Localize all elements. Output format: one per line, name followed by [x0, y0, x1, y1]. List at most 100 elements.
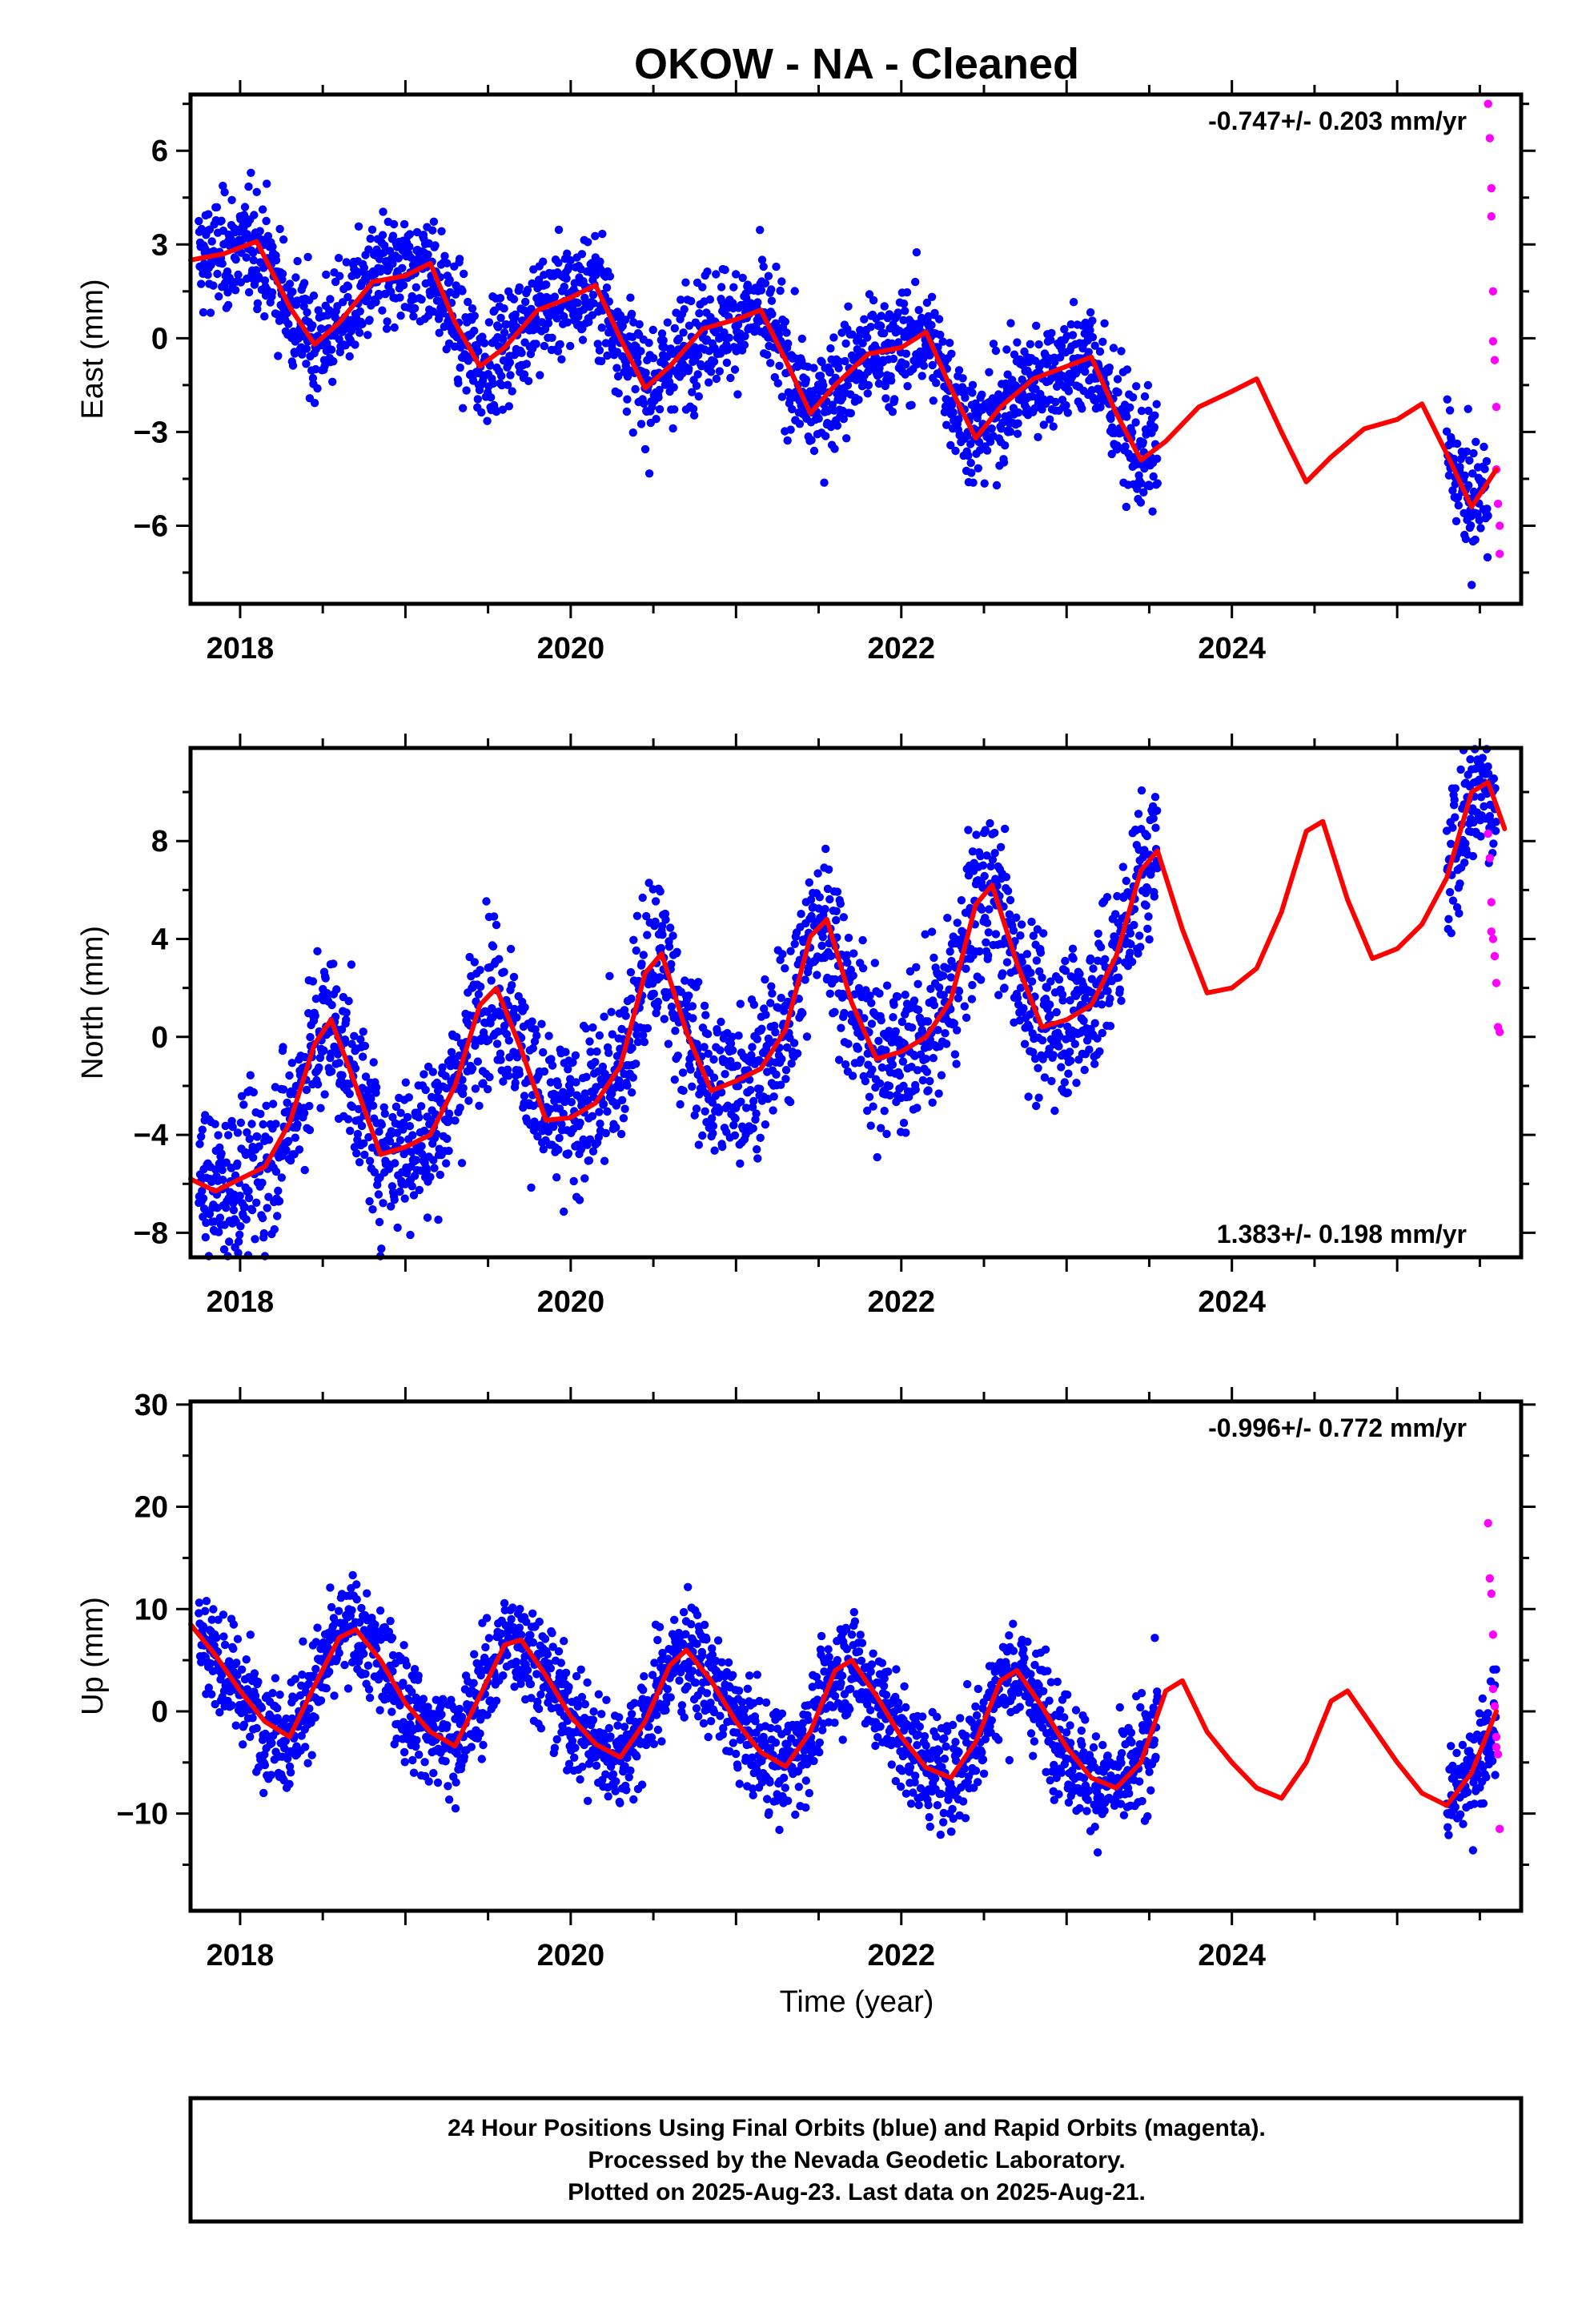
north-final-point — [353, 1129, 363, 1139]
north-final-point — [912, 963, 921, 972]
east-final-point — [1480, 442, 1488, 452]
east-final-point — [946, 440, 955, 450]
east-final-point — [936, 330, 945, 340]
east-final-point — [834, 364, 843, 372]
north-final-point — [588, 1112, 597, 1121]
east-final-point — [709, 357, 719, 366]
north-final-point — [962, 1013, 971, 1023]
north-final-point — [371, 1083, 381, 1092]
north-final-point — [1118, 862, 1128, 871]
north-final-point — [323, 989, 331, 998]
north-final-point — [377, 1244, 386, 1253]
east-final-point — [741, 332, 749, 340]
east-final-point — [322, 270, 331, 279]
north-final-point — [990, 849, 999, 858]
east-final-point — [978, 390, 986, 399]
north-final-point — [700, 1043, 709, 1051]
north-final-point — [1054, 975, 1064, 984]
east-final-point — [213, 269, 222, 279]
north-final-point — [1022, 950, 1032, 959]
up-final-point — [311, 1664, 320, 1674]
north-final-point — [495, 955, 504, 963]
east-y-tick-label: −3 — [134, 416, 168, 449]
up-final-point — [348, 1570, 357, 1580]
east-final-point — [320, 362, 329, 371]
north-final-point — [688, 1002, 697, 1011]
north-final-point — [617, 1024, 626, 1034]
east-final-point — [353, 267, 362, 276]
east-final-point — [511, 310, 520, 319]
east-final-point — [263, 179, 271, 188]
east-final-point — [1143, 380, 1153, 390]
east-final-point — [294, 334, 303, 343]
east-final-point — [1136, 498, 1146, 507]
east-final-point — [887, 376, 896, 385]
east-final-point — [809, 446, 819, 456]
north-final-point — [658, 931, 667, 939]
north-final-point — [937, 1071, 946, 1080]
north-final-point — [235, 1192, 244, 1200]
east-final-point — [1014, 419, 1022, 428]
east-final-point — [379, 248, 388, 257]
east-final-point — [788, 404, 797, 414]
north-final-point — [865, 1092, 874, 1101]
east-final-point — [253, 299, 263, 308]
north-final-point — [229, 1205, 239, 1215]
east-final-point — [911, 277, 920, 287]
east-final-point — [313, 384, 322, 393]
north-final-point — [459, 1084, 468, 1093]
north-final-point — [406, 1230, 415, 1240]
north-final-point — [588, 1147, 598, 1156]
east-final-point — [739, 300, 748, 310]
up-final-point — [303, 1759, 312, 1767]
east-final-point — [966, 458, 975, 468]
north-final-point — [805, 878, 813, 887]
east-final-point — [1006, 319, 1015, 328]
north-final-point — [396, 1187, 404, 1196]
east-final-point — [1090, 341, 1099, 350]
east-final-point — [492, 407, 501, 416]
east-final-point — [380, 241, 389, 250]
north-final-point — [370, 1168, 379, 1177]
north-final-point — [509, 972, 519, 982]
north-final-point — [867, 1019, 877, 1028]
north-final-point — [874, 1036, 883, 1046]
east-final-point — [506, 371, 515, 380]
east-final-point — [1014, 408, 1023, 417]
east-final-point — [566, 341, 575, 351]
north-rapid-series — [1484, 829, 1504, 1036]
north-final-point — [391, 1159, 400, 1168]
north-final-point — [786, 947, 795, 955]
east-final-point — [767, 296, 777, 305]
up-final-point — [246, 1732, 255, 1741]
east-final-point — [694, 351, 703, 360]
east-final-point — [814, 414, 823, 423]
north-final-point — [1094, 929, 1102, 939]
north-final-point — [1079, 1016, 1088, 1026]
east-final-point — [980, 479, 989, 488]
north-final-point — [853, 1044, 863, 1053]
up-final-point — [343, 1684, 353, 1693]
north-final-point — [913, 1104, 921, 1112]
north-final-point — [640, 1038, 649, 1047]
north-final-point — [221, 1121, 230, 1131]
up-final-point — [347, 1606, 356, 1615]
east-final-point — [729, 283, 738, 292]
east-final-point — [539, 257, 548, 266]
north-final-point — [889, 1000, 898, 1009]
east-final-point — [644, 469, 654, 478]
north-final-point — [1448, 823, 1457, 832]
east-final-point — [917, 372, 926, 380]
east-final-point — [829, 333, 838, 342]
north-final-point — [482, 897, 491, 906]
east-final-point — [1153, 454, 1162, 463]
up-final-point — [229, 1620, 239, 1629]
east-rapid-point — [1488, 337, 1498, 346]
east-final-point — [474, 347, 483, 356]
north-final-point — [787, 1059, 796, 1068]
east-final-point — [1443, 395, 1452, 404]
up-final-point — [254, 1677, 263, 1687]
north-final-point — [814, 904, 823, 913]
east-final-point — [329, 357, 338, 366]
east-x-tick-label: 2024 — [1198, 632, 1266, 665]
